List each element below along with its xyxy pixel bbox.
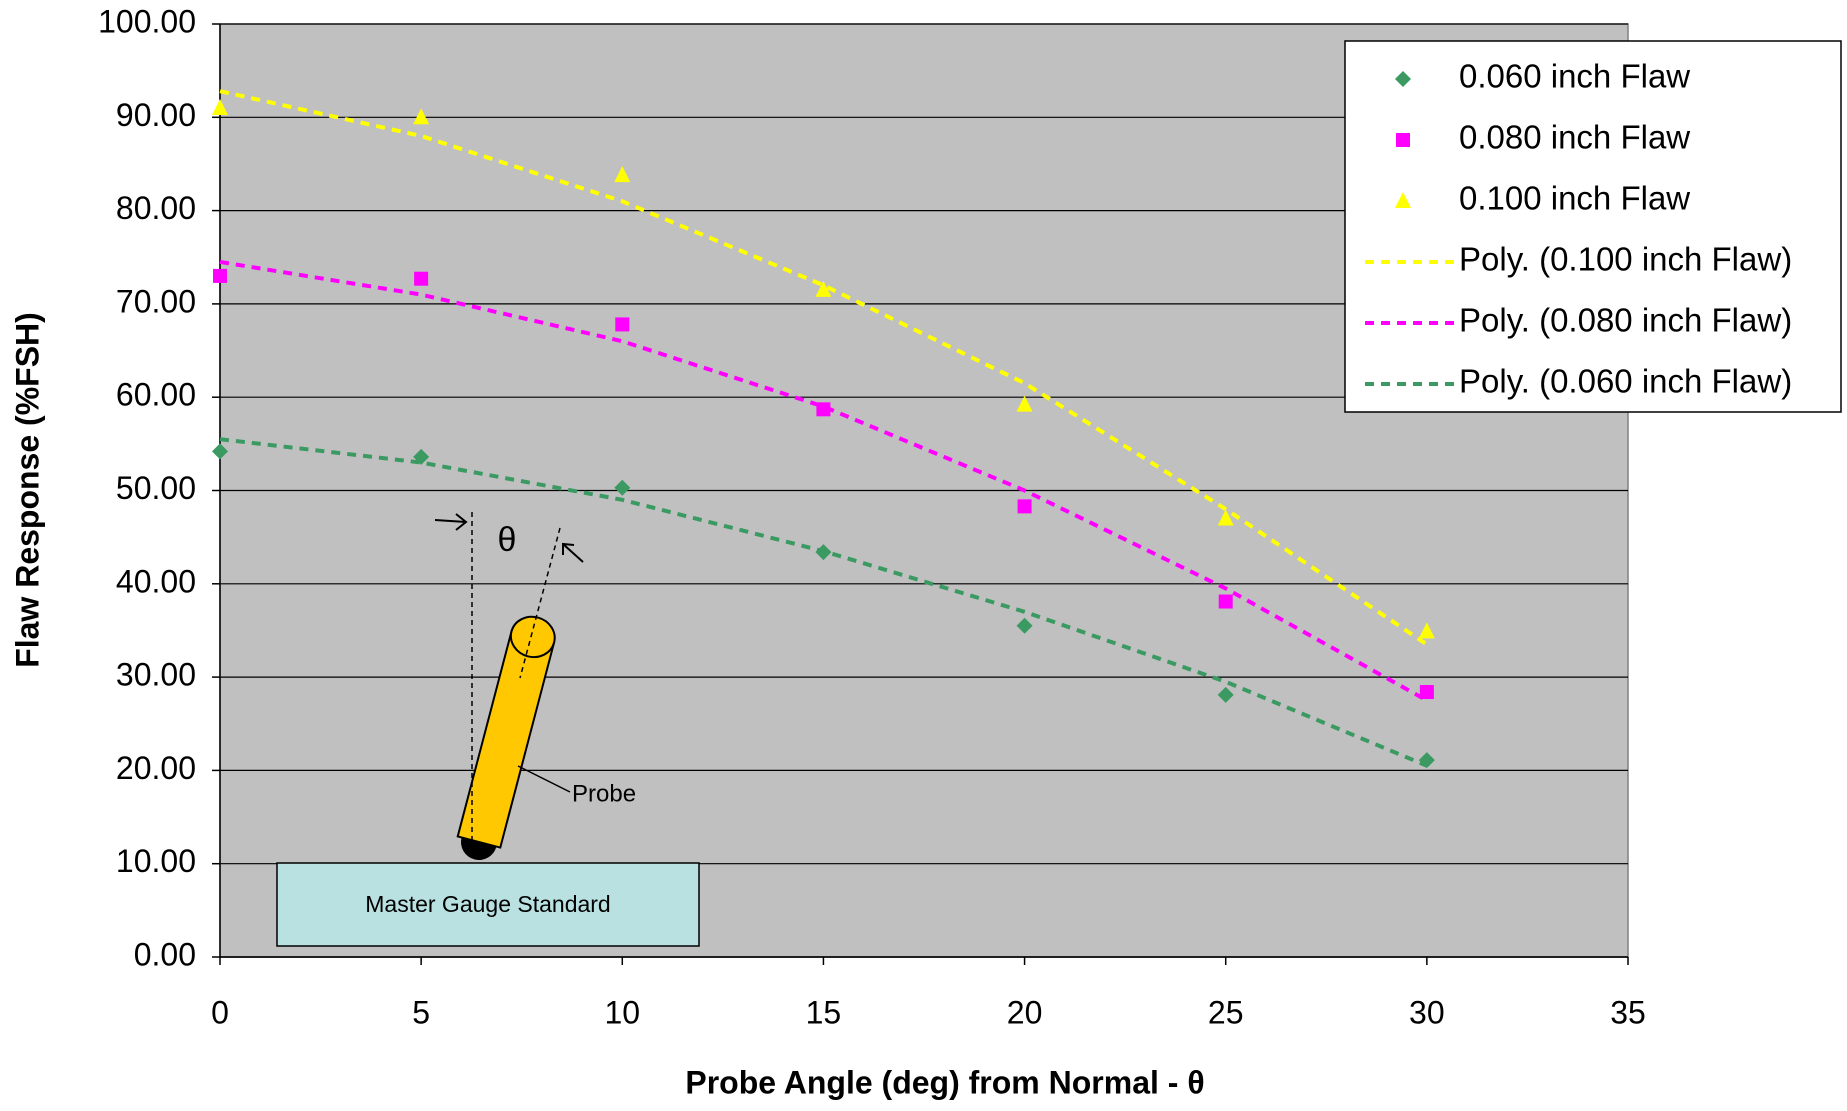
annotation: Probe — [572, 780, 636, 807]
marker — [212, 443, 228, 460]
marker — [1016, 395, 1033, 412]
x-tick-label: 25 — [1208, 994, 1244, 1030]
probe-axis — [519, 527, 561, 679]
legend-label: 0.100 inch Flaw — [1459, 180, 1690, 217]
marker — [414, 271, 429, 286]
marker — [614, 166, 631, 183]
legend-label: 0.060 inch Flaw — [1459, 58, 1690, 95]
legend-box — [1344, 40, 1842, 413]
x-tick-label: 0 — [211, 994, 229, 1030]
marker — [1395, 192, 1411, 208]
marker — [815, 280, 832, 297]
x-tick-label: 15 — [806, 994, 842, 1030]
trend-line — [219, 259, 1428, 703]
probe-shape — [456, 615, 556, 860]
x-tick-label: 30 — [1409, 994, 1445, 1030]
marker — [1419, 685, 1434, 700]
marker — [1217, 686, 1234, 703]
y-tick-label: 50.00 — [116, 470, 196, 506]
y-axis-title: Flaw Response (%FSH) — [9, 312, 45, 668]
marker — [1418, 622, 1435, 639]
annotation: θ — [498, 521, 517, 559]
annotation: Master Gauge Standard — [365, 891, 610, 917]
y-tick-label: 100.00 — [98, 3, 196, 39]
legend-label: Poly. (0.100 inch Flaw) — [1459, 241, 1792, 278]
marker — [212, 98, 228, 115]
marker — [1217, 509, 1234, 526]
marker — [413, 448, 430, 465]
legend-label: Poly. (0.080 inch Flaw) — [1459, 302, 1792, 339]
arrow — [562, 542, 584, 563]
marker — [1418, 752, 1435, 769]
marker — [815, 544, 832, 561]
y-tick-label: 70.00 — [116, 283, 196, 319]
marker — [413, 108, 430, 125]
marker — [1016, 617, 1033, 634]
y-tick-label: 80.00 — [116, 190, 196, 226]
grid: 0.00 10.00 20.00 30.00 40.00 50.00 60.00 70.00 8… — [98, 3, 1646, 1030]
marker — [1395, 71, 1411, 87]
marker — [615, 317, 630, 332]
leader-line — [517, 765, 571, 793]
x-axis-title: Probe Angle (deg) from Normal - θ — [685, 1064, 1204, 1100]
marker — [213, 268, 227, 283]
marker — [1218, 594, 1233, 609]
arrow — [434, 513, 468, 531]
y-tick-label: 60.00 — [116, 377, 196, 413]
marker — [816, 402, 831, 417]
trend-line — [219, 89, 1428, 647]
x-tick-label: 20 — [1007, 994, 1043, 1030]
legend: 0.060 inch Flaw 0.080 inch Flaw 0.100 inch… — [1344, 40, 1842, 413]
marker — [1017, 499, 1032, 514]
y-tick-label: 90.00 — [116, 97, 196, 133]
probe-diagram: Master Gauge Standard θ Probe — [276, 512, 700, 947]
marker — [1396, 133, 1410, 147]
x-tick-label: 10 — [604, 994, 640, 1030]
gauge-block — [276, 862, 700, 947]
x-tick-label: 5 — [412, 994, 430, 1030]
y-tick-label: 10.00 — [116, 843, 196, 879]
marker — [614, 479, 631, 496]
legend-label: 0.080 inch Flaw — [1459, 119, 1690, 156]
y-tick-label: 30.00 — [116, 657, 196, 693]
y-tick-label: 40.00 — [116, 563, 196, 599]
legend-label: Poly. (0.060 inch Flaw) — [1459, 363, 1792, 400]
data — [212, 89, 1435, 769]
x-tick-label: 35 — [1610, 994, 1646, 1030]
y-tick-label: 0.00 — [134, 936, 196, 972]
y-tick-label: 20.00 — [116, 750, 196, 786]
